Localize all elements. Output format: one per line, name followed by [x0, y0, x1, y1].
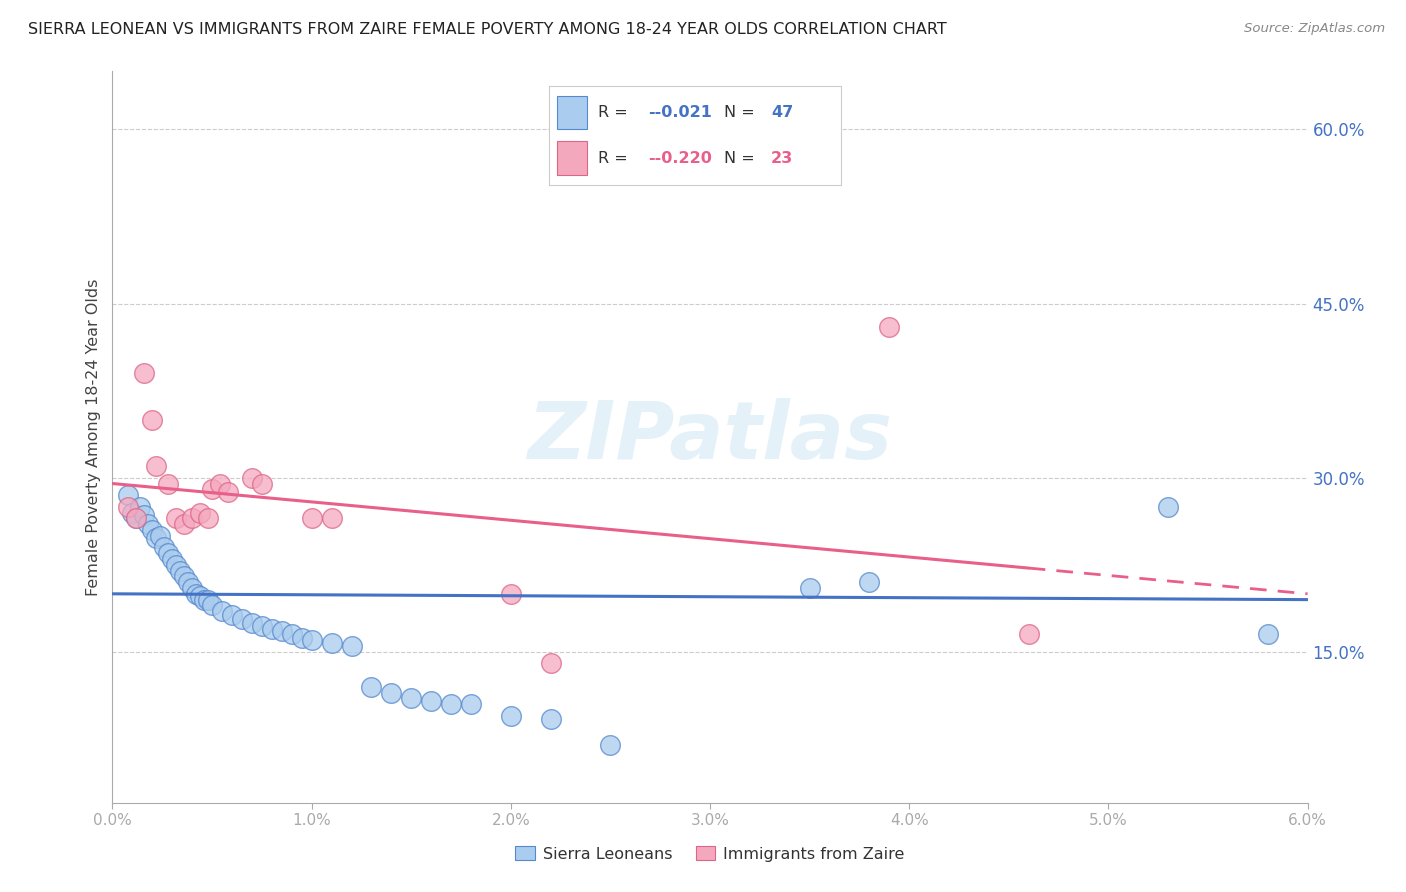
Point	[181, 581, 204, 595]
Point	[121, 506, 143, 520]
Point	[125, 511, 148, 525]
Point	[173, 569, 195, 583]
Point	[197, 592, 219, 607]
Point	[209, 476, 232, 491]
Point	[877, 319, 901, 334]
Point	[188, 589, 211, 603]
Point	[759, 145, 782, 160]
Point	[301, 633, 323, 648]
Point	[440, 697, 463, 711]
Point	[145, 531, 167, 545]
Point	[201, 483, 224, 497]
Y-axis label: Female Poverty Among 18-24 Year Olds: Female Poverty Among 18-24 Year Olds	[86, 278, 101, 596]
Point	[380, 685, 402, 699]
Point	[165, 511, 187, 525]
Point	[141, 412, 163, 426]
Point	[173, 517, 195, 532]
Point	[188, 506, 211, 520]
Point	[540, 712, 562, 726]
Point	[181, 511, 204, 525]
Point	[799, 581, 821, 595]
Point	[301, 511, 323, 525]
Point	[499, 708, 522, 723]
Point	[401, 691, 423, 706]
Point	[153, 541, 176, 555]
Point	[157, 546, 180, 560]
Point	[1157, 500, 1180, 514]
Point	[125, 511, 148, 525]
Point	[340, 639, 363, 653]
Point	[157, 476, 180, 491]
Point	[499, 587, 522, 601]
Point	[193, 592, 215, 607]
Point	[197, 511, 219, 525]
Point	[420, 693, 443, 707]
Point	[360, 680, 382, 694]
Text: SIERRA LEONEAN VS IMMIGRANTS FROM ZAIRE FEMALE POVERTY AMONG 18-24 YEAR OLDS COR: SIERRA LEONEAN VS IMMIGRANTS FROM ZAIRE …	[28, 22, 946, 37]
Point	[177, 575, 200, 590]
Point	[221, 607, 243, 622]
Point	[858, 575, 880, 590]
Point	[281, 627, 304, 641]
Point	[270, 624, 292, 638]
Point	[217, 484, 239, 499]
Point	[162, 552, 183, 566]
Point	[321, 635, 343, 649]
Point	[117, 500, 139, 514]
Point	[165, 558, 187, 572]
Point	[117, 488, 139, 502]
Point	[260, 622, 283, 636]
Point	[138, 517, 160, 532]
Point	[141, 523, 163, 537]
Point	[250, 619, 273, 633]
Point	[129, 500, 152, 514]
Point	[169, 564, 191, 578]
Point	[149, 529, 172, 543]
Point	[1257, 627, 1279, 641]
Point	[231, 612, 253, 626]
Text: Source: ZipAtlas.com: Source: ZipAtlas.com	[1244, 22, 1385, 36]
Point	[145, 459, 167, 474]
Point	[321, 511, 343, 525]
Point	[291, 631, 314, 645]
Point	[540, 657, 562, 671]
Legend: Sierra Leoneans, Immigrants from Zaire: Sierra Leoneans, Immigrants from Zaire	[509, 839, 911, 868]
Point	[186, 587, 208, 601]
Point	[201, 599, 224, 613]
Text: ZIPatlas: ZIPatlas	[527, 398, 893, 476]
Point	[460, 697, 482, 711]
Point	[240, 471, 263, 485]
Point	[134, 366, 156, 380]
Point	[599, 738, 621, 752]
Point	[250, 476, 273, 491]
Point	[240, 615, 263, 630]
Point	[134, 508, 156, 522]
Point	[1018, 627, 1040, 641]
Point	[211, 604, 233, 618]
